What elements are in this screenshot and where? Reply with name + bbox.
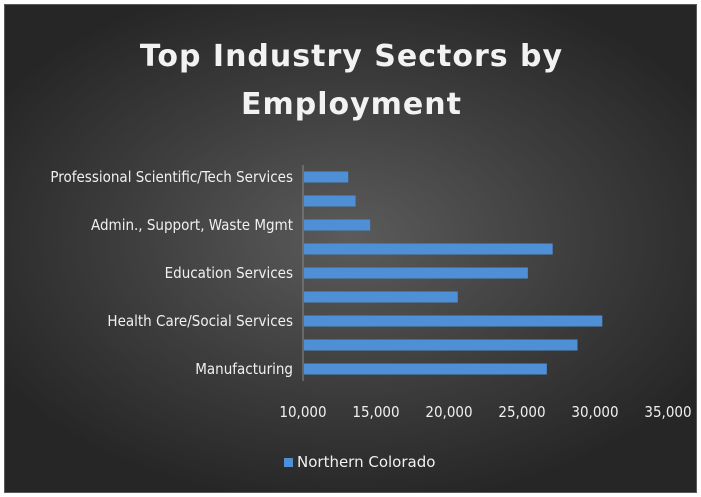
- x-tick-label-1: 10,000: [279, 403, 326, 421]
- category-label-1: Manufacturing: [195, 360, 293, 378]
- category-label-5: Education Services: [165, 264, 293, 282]
- chart-title-line-1: Top Industry Sectors by: [139, 39, 564, 74]
- legend-label: Northern Colorado: [297, 453, 436, 471]
- plot-area: Manufacturing Health Care/Social Services…: [50, 165, 692, 421]
- chart-title-line-2: Employment: [241, 87, 462, 122]
- category-label-7: Admin., Support, Waste Mgmt: [91, 216, 293, 234]
- bar-5: [304, 267, 528, 279]
- x-tick-label-3: 20,000: [425, 403, 472, 421]
- bar-9: [304, 171, 349, 183]
- category-label-9: Professional Scientific/Tech Services: [50, 168, 293, 186]
- category-label-3: Health Care/Social Services: [107, 312, 293, 330]
- bar-3: [304, 315, 603, 327]
- bar-6: [304, 243, 553, 255]
- bar-1: [304, 363, 547, 375]
- x-tick-label-5: 30,000: [571, 403, 618, 421]
- chart-area: Top Industry Sectors by Employment Manuf…: [4, 4, 697, 493]
- bar-4: [304, 291, 458, 303]
- legend-swatch: [284, 457, 293, 467]
- bar-7: [304, 219, 371, 231]
- chart-title: Top Industry Sectors by Employment: [5, 33, 696, 129]
- x-tick-label-4: 25,000: [498, 403, 545, 421]
- x-tick-label-6: 35,000: [644, 403, 691, 421]
- legend: Northern Colorado: [284, 453, 435, 471]
- bar-8: [304, 195, 356, 207]
- x-tick-label-2: 15,000: [352, 403, 399, 421]
- bar-2: [304, 339, 578, 351]
